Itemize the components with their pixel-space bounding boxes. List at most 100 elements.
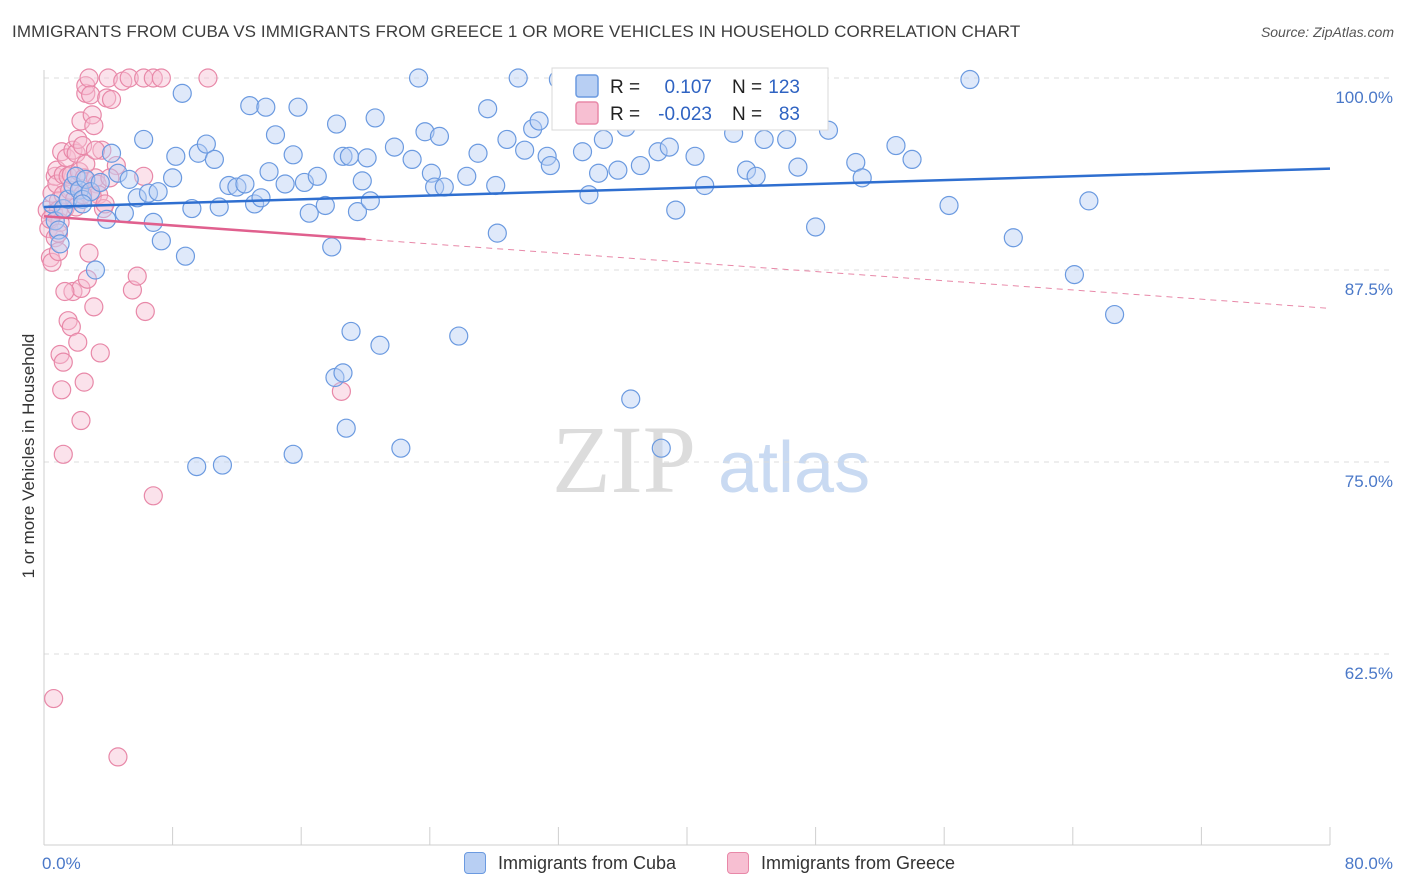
cuba-point xyxy=(572,142,593,162)
greece-point xyxy=(52,380,72,400)
greece-point xyxy=(50,344,70,365)
cuba-point xyxy=(256,97,276,117)
cuba-point xyxy=(219,175,239,196)
cuba-point xyxy=(648,142,668,162)
cuba-point xyxy=(1064,265,1085,285)
x-tick-label-min: 0.0% xyxy=(42,854,81,873)
cuba-point xyxy=(391,438,411,458)
greece-r-value: -0.023 xyxy=(658,104,712,125)
greece-point xyxy=(55,281,75,302)
cuba-point xyxy=(182,198,202,219)
y-tick-label-1: 87.5% xyxy=(1345,280,1393,299)
greece-legend-swatch xyxy=(575,101,599,125)
cuba-point xyxy=(685,146,705,166)
bottom-legend: Immigrants from Cuba Immigrants from Gre… xyxy=(0,852,1406,878)
legend-swatch-cuba xyxy=(464,852,486,874)
greece-point xyxy=(76,76,96,96)
stats-legend: R = 0.107 N = 123 R = -0.023 N = 83 xyxy=(551,67,829,131)
greece-point xyxy=(85,140,106,160)
y-tick-labels: 100.0% 87.5% 75.0% 62.5% xyxy=(1335,88,1393,683)
greece-trend-line xyxy=(43,214,366,241)
greece-point xyxy=(48,241,69,262)
greece-point xyxy=(53,352,73,372)
legend-swatch-greece xyxy=(727,852,749,874)
y-tick-label-3: 62.5% xyxy=(1345,664,1393,683)
greece-point xyxy=(63,140,83,160)
cuba-point xyxy=(608,160,628,180)
cuba-point xyxy=(240,96,260,116)
cuba-point xyxy=(540,155,560,176)
cuba-point xyxy=(651,438,671,458)
greece-point xyxy=(71,410,91,431)
cuba-point xyxy=(90,172,110,193)
cuba-point xyxy=(151,231,171,251)
source-label: Source: ZipAtlas.com xyxy=(1260,24,1394,40)
greece-point xyxy=(151,68,171,88)
cuba-point xyxy=(134,129,154,150)
cuba-point xyxy=(315,195,335,216)
cuba-point xyxy=(1104,304,1125,325)
greece-point xyxy=(79,68,99,88)
cuba-point xyxy=(365,108,385,128)
cuba-point xyxy=(288,97,308,117)
cuba-point xyxy=(347,202,368,222)
cuba-point xyxy=(341,321,361,342)
cuba-point xyxy=(85,260,106,280)
greece-point xyxy=(72,135,93,156)
cuba-point xyxy=(196,134,216,154)
cuba-point xyxy=(212,455,233,475)
greece-point xyxy=(127,266,147,286)
greece-point xyxy=(71,111,91,131)
axes xyxy=(43,70,1331,846)
cuba-point xyxy=(754,129,774,150)
cuba-point xyxy=(163,168,183,188)
cuba-point xyxy=(593,129,614,150)
cuba-point xyxy=(852,168,872,188)
cuba-point xyxy=(259,162,279,182)
x-tick-label-max: 80.0% xyxy=(1345,854,1393,873)
greece-point xyxy=(44,688,64,709)
cuba-point xyxy=(138,183,159,203)
greece-n-label: N = xyxy=(732,104,762,125)
cuba-point xyxy=(902,149,922,170)
greece-n-value: 83 xyxy=(779,104,800,125)
cuba-point xyxy=(204,149,224,170)
cuba-point xyxy=(370,335,390,355)
cuba-point xyxy=(434,177,454,197)
cuba-point xyxy=(187,457,207,477)
cuba-point xyxy=(333,146,353,166)
cuba-point xyxy=(487,223,507,243)
cuba-point xyxy=(119,169,139,189)
cuba-point xyxy=(746,166,766,186)
cuba-point xyxy=(777,129,797,150)
cuba-point xyxy=(357,148,377,168)
greece-r-label: R = xyxy=(610,104,640,125)
cuba-point xyxy=(283,444,303,464)
greece-point xyxy=(79,243,99,263)
cuba-point xyxy=(939,195,959,216)
greece-point xyxy=(66,143,86,163)
cuba-n-value: 123 xyxy=(768,77,800,98)
cuba-point xyxy=(579,185,599,205)
cuba-point xyxy=(72,194,93,214)
cuba-point xyxy=(307,166,327,186)
legend-item-cuba: Immigrants from Cuba xyxy=(464,852,676,874)
cuba-r-value: 0.107 xyxy=(664,77,712,98)
cuba-point xyxy=(621,389,641,409)
greece-point xyxy=(106,155,126,176)
greece-point xyxy=(42,252,62,272)
cuba-point xyxy=(101,143,122,163)
cuba-point xyxy=(515,140,535,160)
cuba-point xyxy=(630,155,650,176)
greece-point xyxy=(108,747,128,767)
cuba-point xyxy=(449,326,469,346)
cuba-point xyxy=(736,160,757,180)
cuba-point xyxy=(172,83,192,103)
cuba-point xyxy=(48,220,69,240)
cuba-point xyxy=(666,200,686,220)
cuba-point xyxy=(265,125,286,145)
greece-point xyxy=(98,68,118,88)
cuba-point xyxy=(235,174,255,194)
legend-item-greece: Immigrants from Greece xyxy=(727,852,955,874)
cuba-point xyxy=(251,188,271,208)
